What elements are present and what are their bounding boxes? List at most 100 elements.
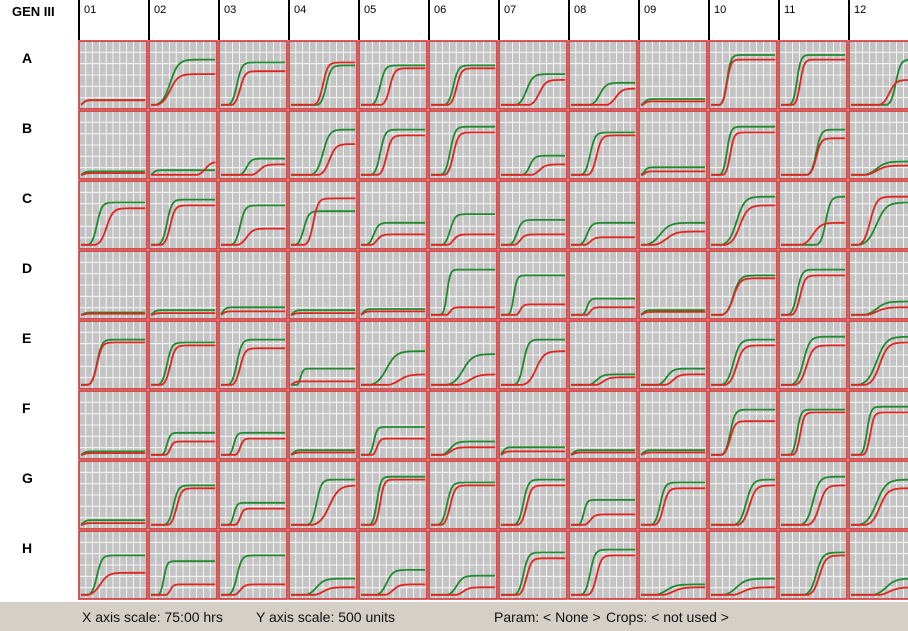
well-B04[interactable] (288, 110, 358, 180)
well-D10[interactable] (708, 250, 778, 320)
well-F08[interactable] (568, 390, 638, 460)
well-G10[interactable] (708, 460, 778, 530)
row-header-B[interactable]: B (22, 120, 33, 136)
well-A06[interactable] (428, 40, 498, 110)
well-E06[interactable] (428, 320, 498, 390)
well-D02[interactable] (148, 250, 218, 320)
column-header-12[interactable]: 12 (848, 0, 908, 40)
well-B11[interactable] (778, 110, 848, 180)
well-D07[interactable] (498, 250, 568, 320)
column-header-04[interactable]: 04 (288, 0, 358, 40)
well-A11[interactable] (778, 40, 848, 110)
well-C12[interactable] (848, 180, 908, 250)
well-B05[interactable] (358, 110, 428, 180)
well-G04[interactable] (288, 460, 358, 530)
well-F04[interactable] (288, 390, 358, 460)
well-C05[interactable] (358, 180, 428, 250)
row-header-D[interactable]: D (22, 260, 33, 276)
column-header-03[interactable]: 03 (218, 0, 288, 40)
well-D04[interactable] (288, 250, 358, 320)
well-G07[interactable] (498, 460, 568, 530)
well-C01[interactable] (78, 180, 148, 250)
well-E10[interactable] (708, 320, 778, 390)
well-G06[interactable] (428, 460, 498, 530)
well-D06[interactable] (428, 250, 498, 320)
well-B08[interactable] (568, 110, 638, 180)
well-G02[interactable] (148, 460, 218, 530)
well-F10[interactable] (708, 390, 778, 460)
well-D03[interactable] (218, 250, 288, 320)
well-D05[interactable] (358, 250, 428, 320)
row-header-C[interactable]: C (22, 190, 33, 206)
well-C11[interactable] (778, 180, 848, 250)
well-A01[interactable] (78, 40, 148, 110)
well-F12[interactable] (848, 390, 908, 460)
well-G12[interactable] (848, 460, 908, 530)
well-H01[interactable] (78, 530, 148, 600)
well-F06[interactable] (428, 390, 498, 460)
well-B03[interactable] (218, 110, 288, 180)
well-E02[interactable] (148, 320, 218, 390)
well-E05[interactable] (358, 320, 428, 390)
column-header-09[interactable]: 09 (638, 0, 708, 40)
well-H02[interactable] (148, 530, 218, 600)
well-H09[interactable] (638, 530, 708, 600)
well-C02[interactable] (148, 180, 218, 250)
well-B12[interactable] (848, 110, 908, 180)
well-A10[interactable] (708, 40, 778, 110)
well-H07[interactable] (498, 530, 568, 600)
well-H11[interactable] (778, 530, 848, 600)
well-C07[interactable] (498, 180, 568, 250)
well-D01[interactable] (78, 250, 148, 320)
well-A12[interactable] (848, 40, 908, 110)
well-E12[interactable] (848, 320, 908, 390)
well-F09[interactable] (638, 390, 708, 460)
column-header-10[interactable]: 10 (708, 0, 778, 40)
well-H08[interactable] (568, 530, 638, 600)
well-A05[interactable] (358, 40, 428, 110)
well-D11[interactable] (778, 250, 848, 320)
well-A08[interactable] (568, 40, 638, 110)
column-header-02[interactable]: 02 (148, 0, 218, 40)
column-header-01[interactable]: 01 (78, 0, 148, 40)
column-header-11[interactable]: 11 (778, 0, 848, 40)
well-E01[interactable] (78, 320, 148, 390)
well-E04[interactable] (288, 320, 358, 390)
well-F01[interactable] (78, 390, 148, 460)
well-E09[interactable] (638, 320, 708, 390)
well-B10[interactable] (708, 110, 778, 180)
well-F02[interactable] (148, 390, 218, 460)
well-F11[interactable] (778, 390, 848, 460)
row-header-A[interactable]: A (22, 50, 33, 66)
row-header-E[interactable]: E (22, 330, 32, 346)
well-B09[interactable] (638, 110, 708, 180)
well-H12[interactable] (848, 530, 908, 600)
well-B06[interactable] (428, 110, 498, 180)
well-H05[interactable] (358, 530, 428, 600)
well-A03[interactable] (218, 40, 288, 110)
well-C10[interactable] (708, 180, 778, 250)
well-D12[interactable] (848, 250, 908, 320)
well-C04[interactable] (288, 180, 358, 250)
well-H03[interactable] (218, 530, 288, 600)
well-A04[interactable] (288, 40, 358, 110)
well-F07[interactable] (498, 390, 568, 460)
row-header-G[interactable]: G (22, 470, 33, 486)
well-C06[interactable] (428, 180, 498, 250)
well-A09[interactable] (638, 40, 708, 110)
row-header-H[interactable]: H (22, 540, 33, 556)
well-B07[interactable] (498, 110, 568, 180)
row-header-F[interactable]: F (22, 400, 31, 416)
well-G05[interactable] (358, 460, 428, 530)
well-H06[interactable] (428, 530, 498, 600)
well-G03[interactable] (218, 460, 288, 530)
well-B02[interactable] (148, 110, 218, 180)
well-C09[interactable] (638, 180, 708, 250)
well-B01[interactable] (78, 110, 148, 180)
well-A07[interactable] (498, 40, 568, 110)
well-E08[interactable] (568, 320, 638, 390)
well-G01[interactable] (78, 460, 148, 530)
column-header-08[interactable]: 08 (568, 0, 638, 40)
well-C03[interactable] (218, 180, 288, 250)
well-C08[interactable] (568, 180, 638, 250)
